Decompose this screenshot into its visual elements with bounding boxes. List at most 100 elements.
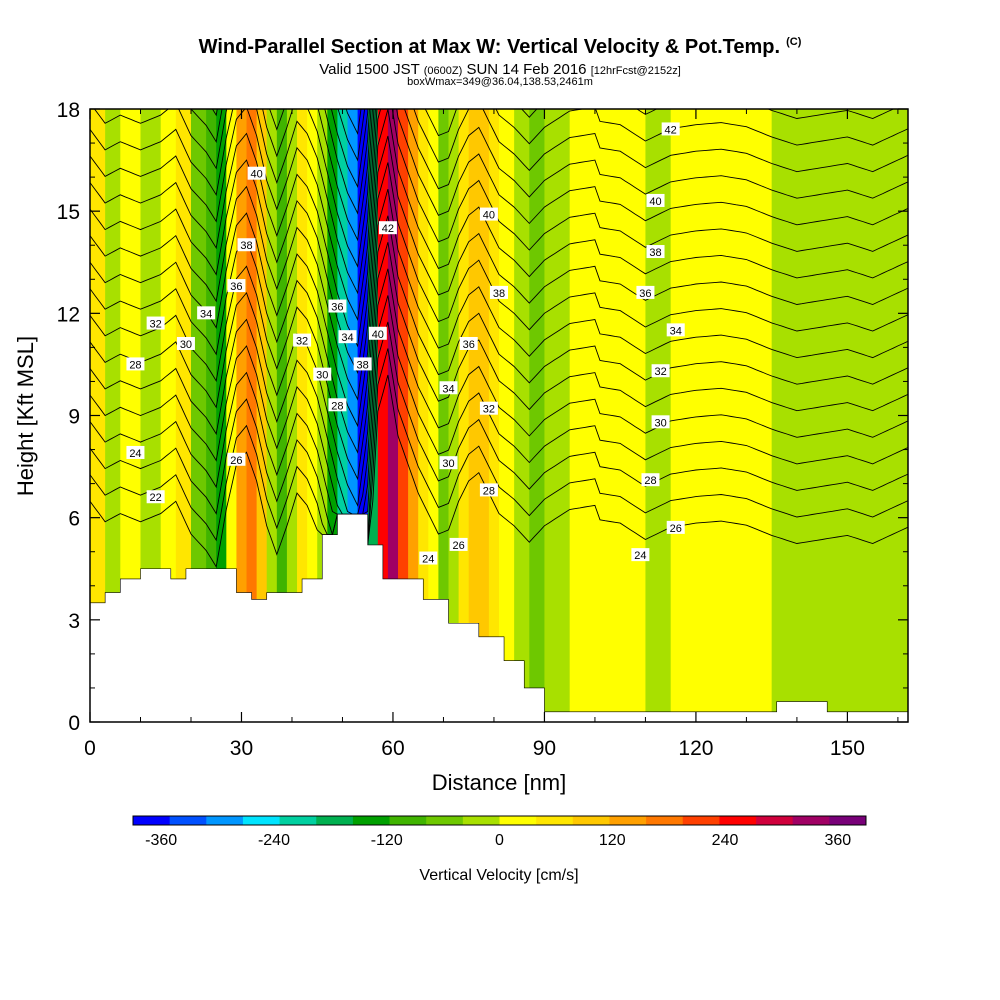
- colorbar-swatch: [169, 816, 207, 825]
- contour-label: 28: [479, 483, 498, 497]
- svg-text:30: 30: [316, 370, 328, 382]
- colorbar-tick-label: 240: [712, 832, 739, 849]
- contour-label: 34: [439, 381, 458, 395]
- svg-text:28: 28: [129, 359, 141, 371]
- colorbar-swatch: [609, 816, 647, 825]
- isentrope-line: [90, 109, 908, 322]
- svg-text:30: 30: [442, 458, 454, 470]
- velocity-cell: [428, 109, 440, 722]
- velocity-cell: [297, 109, 308, 722]
- svg-text:38: 38: [493, 288, 505, 300]
- svg-text:34: 34: [442, 383, 454, 395]
- x-axis-label: Distance [nm]: [432, 770, 567, 795]
- velocity-cell: [488, 109, 500, 722]
- velocity-cell: [620, 109, 647, 722]
- velocity-cell: [105, 109, 121, 722]
- contour-label: 34: [338, 330, 357, 344]
- terrain-mask: [89, 513, 909, 723]
- svg-text:24: 24: [129, 448, 141, 460]
- svg-text:30: 30: [654, 417, 666, 429]
- isentrope-line: [90, 0, 908, 107]
- svg-text:24: 24: [422, 554, 434, 566]
- contour-label: 40: [368, 326, 387, 341]
- colorbar-swatch: [536, 816, 574, 825]
- isentrope-line: [90, 374, 908, 568]
- contour-label: 40: [479, 207, 498, 222]
- colorbar-swatch: [316, 816, 354, 825]
- svg-text:32: 32: [150, 319, 162, 331]
- contour-label: 40: [247, 166, 266, 181]
- svg-text:40: 40: [483, 210, 495, 222]
- contour-label: 40: [646, 193, 665, 208]
- copyright-mark: (C): [786, 36, 802, 49]
- velocity-cell: [377, 109, 389, 722]
- contour-labels: 22 24 28 30 32 34 36 38 40 26 32 30 28 36 34 38 40 42 24 26…: [126, 122, 685, 566]
- contour-label: 28: [328, 398, 347, 412]
- velocity-cell: [307, 109, 318, 722]
- isentrope-line: [90, 109, 908, 295]
- velocity-cell: [226, 109, 238, 722]
- svg-text:36: 36: [639, 288, 651, 300]
- svg-text:34: 34: [341, 332, 353, 344]
- velocity-cell: [670, 109, 697, 722]
- isentrope-line: [90, 109, 908, 348]
- svg-text:40: 40: [251, 169, 263, 181]
- velocity-cell: [478, 109, 490, 722]
- contour-label: 32: [293, 333, 312, 348]
- colorbar-swatch: [389, 816, 427, 825]
- svg-text:30: 30: [180, 339, 192, 351]
- colorbar-swatch: [756, 816, 794, 825]
- velocity-cell: [544, 109, 571, 722]
- svg-text:34: 34: [670, 325, 682, 337]
- svg-text:40: 40: [372, 329, 384, 341]
- contour-label: 36: [636, 285, 655, 300]
- contour-label: 42: [378, 221, 397, 235]
- svg-text:24: 24: [634, 550, 646, 562]
- chart-subtitle: Valid 1500 JST (0600Z) SUN 14 Feb 2016 […: [319, 61, 681, 78]
- svg-text:28: 28: [644, 475, 656, 487]
- x-tick-label: 60: [381, 737, 404, 760]
- velocity-cell: [327, 109, 339, 722]
- x-tick-label: 150: [830, 737, 865, 760]
- contour-label: 38: [237, 238, 256, 252]
- velocity-cell: [236, 109, 248, 722]
- svg-text:22: 22: [150, 492, 162, 504]
- contour-label: 36: [227, 279, 246, 293]
- box-info: boxWmax=349@36.04,138.53,2461m: [407, 76, 593, 88]
- contour-label: 26: [449, 537, 468, 552]
- velocity-cell: [569, 109, 596, 722]
- contour-label: 36: [459, 336, 478, 351]
- colorbar-tick-label: -240: [258, 832, 290, 849]
- x-tick-label: 0: [84, 737, 96, 760]
- contour-label: 26: [666, 520, 685, 535]
- isentrope-line: [190, 109, 895, 242]
- svg-text:38: 38: [649, 247, 661, 259]
- svg-text:36: 36: [230, 281, 242, 293]
- y-tick-label: 12: [57, 303, 80, 326]
- velocity-cell: [458, 109, 470, 722]
- y-axis-label: Height [Kft MSL]: [13, 336, 38, 496]
- colorbar-swatch: [719, 816, 757, 825]
- chart-title: Wind-Parallel Section at Max W: Vertical…: [198, 36, 802, 58]
- velocity-cell: [438, 109, 450, 722]
- colorbar: -360 -240 -120 0 120 240 360: [132, 815, 867, 849]
- colorbar-swatch: [352, 816, 390, 825]
- contour-label: 26: [227, 452, 246, 467]
- isentrope-line: [90, 162, 908, 454]
- colorbar-swatch: [646, 816, 684, 825]
- isentrope-line: [90, 348, 908, 545]
- contour-label: 24: [631, 548, 650, 562]
- contour-label: 38: [646, 245, 665, 259]
- svg-text:34: 34: [200, 308, 212, 320]
- contour-label: 38: [490, 285, 508, 300]
- y-tick-label: 3: [68, 610, 80, 633]
- isentrope-line: [90, 215, 908, 507]
- svg-text:26: 26: [670, 523, 682, 535]
- contour-label: 42: [661, 122, 680, 136]
- velocity-cell: [286, 109, 298, 722]
- isentrope-line: [90, 135, 908, 428]
- y-tick-label: 15: [57, 201, 80, 224]
- colorbar-swatch: [206, 816, 244, 825]
- velocity-cell: [256, 109, 268, 722]
